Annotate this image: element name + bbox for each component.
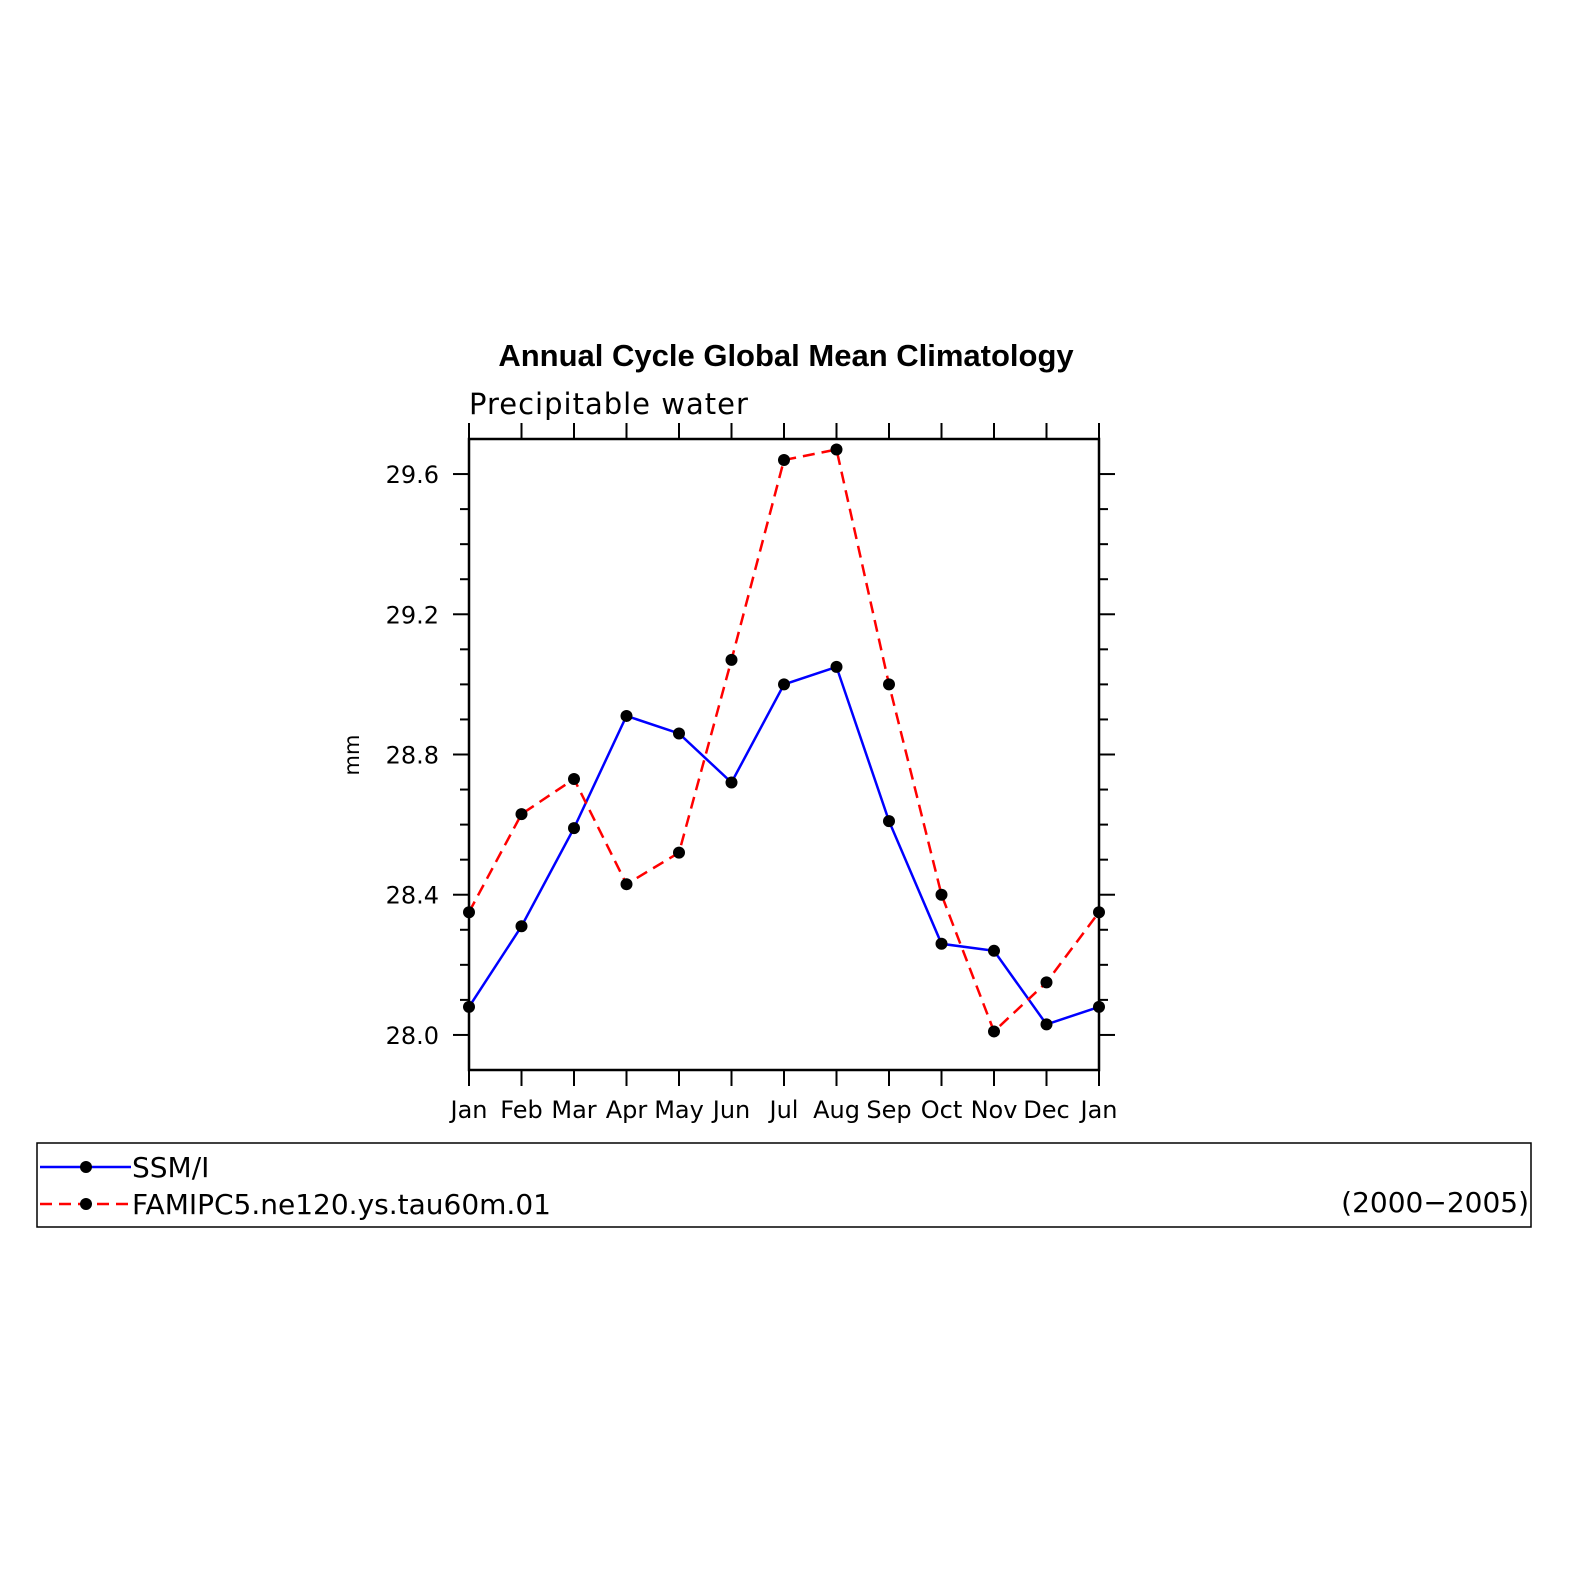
chart-title: Annual Cycle Global Mean Climatology (498, 338, 1074, 373)
series-2-point (673, 846, 685, 859)
x-tick-label: Jun (711, 1096, 751, 1124)
series-line-1 (467, 665, 1100, 1026)
series-2-point (1040, 976, 1053, 989)
x-tick-label: Feb (500, 1096, 543, 1124)
y-axis-label: mm (340, 735, 364, 776)
series-2-point (463, 906, 475, 919)
axis-ticks (453, 423, 1115, 1086)
x-tick-label: Jul (768, 1096, 799, 1124)
series-line-2 (467, 448, 1101, 1034)
series-1-point (778, 678, 790, 691)
y-tick-label: 29.6 (386, 461, 439, 489)
y-tick-label: 28.0 (386, 1022, 439, 1050)
series-2-point (988, 1025, 1000, 1038)
series-1-point (568, 822, 580, 835)
legend-box (36, 1142, 1532, 1228)
series-1-point (830, 660, 843, 673)
series-2-point (935, 888, 948, 901)
series-2-point (830, 443, 843, 456)
chart-subtitle: Precipitable water (469, 387, 749, 421)
series-1-point (1093, 1000, 1105, 1013)
x-tick-label: Dec (1023, 1096, 1069, 1124)
series-1-point (883, 815, 895, 828)
series-2-point (1093, 906, 1105, 919)
series-1-point (620, 709, 633, 722)
x-tick-label: Aug (813, 1096, 860, 1124)
series-2-point (725, 653, 738, 666)
x-tick-label: Jan (449, 1096, 488, 1124)
x-tick-label: May (654, 1096, 704, 1124)
legend-period-note: (2000−2005) (1341, 1186, 1529, 1219)
x-tick-label: Oct (921, 1096, 963, 1124)
x-tick-labels: Jan Feb Mar Apr May Jun Jul Aug Sep Oct Nov Dec Jan (449, 1096, 1118, 1124)
series-1-point (463, 1000, 475, 1013)
y-tick-label: 29.2 (386, 601, 439, 629)
plot-frame (467, 437, 1101, 1072)
x-tick-label: Nov (971, 1096, 1018, 1124)
series-2-point (620, 878, 633, 891)
series-1-point (725, 776, 738, 789)
legend-label-2: FAMIPC5.ne120.ys.tau60m.01 (132, 1188, 551, 1221)
x-tick-label: Apr (606, 1096, 648, 1124)
y-tick-label: 28.4 (386, 882, 439, 910)
series-2-point (778, 454, 790, 467)
legend: SSM/I FAMIPC5.ne120.ys.tau60m.01 (40, 1151, 551, 1221)
x-tick-label: Jan (1079, 1096, 1118, 1124)
y-tick-labels: 28.0 28.4 28.8 29.2 29.6 (386, 461, 439, 1050)
series-1-point (515, 920, 528, 933)
series-1-point (1040, 1018, 1053, 1031)
legend-marker-1 (80, 1161, 92, 1173)
y-tick-label: 28.8 (386, 742, 439, 770)
series-1-point (673, 727, 685, 740)
series-layer (463, 443, 1105, 1038)
series-2-point (883, 678, 895, 691)
x-tick-label: Sep (866, 1096, 911, 1124)
series-1-point (935, 937, 948, 950)
series-2-point (568, 773, 580, 786)
x-tick-label: Mar (551, 1096, 596, 1124)
legend-label-1: SSM/I (132, 1151, 209, 1184)
series-2-point (515, 808, 528, 821)
series-1-point (988, 944, 1000, 957)
legend-marker-2 (80, 1198, 92, 1210)
